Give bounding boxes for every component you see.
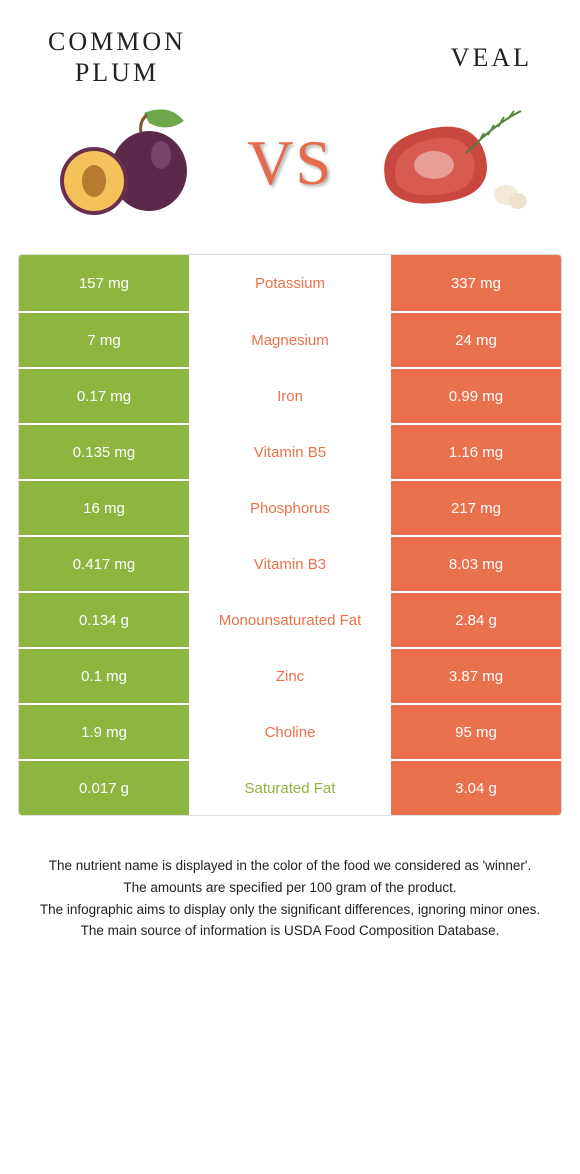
table-row: 1.9 mgCholine95 mg xyxy=(19,703,561,759)
table-row: 16 mgPhosphorus217 mg xyxy=(19,479,561,535)
right-value: 217 mg xyxy=(391,481,561,535)
images-row: VS xyxy=(18,88,562,254)
left-value: 1.9 mg xyxy=(19,705,189,759)
left-value: 0.417 mg xyxy=(19,537,189,591)
right-value: 3.04 g xyxy=(391,761,561,815)
nutrient-label: Phosphorus xyxy=(189,481,391,535)
infographic: COMMON PLUM VEAL VS xyxy=(0,0,580,971)
footnote-line: The amounts are specified per 100 gram o… xyxy=(36,878,544,898)
right-value: 95 mg xyxy=(391,705,561,759)
table-row: 0.017 gSaturated Fat3.04 g xyxy=(19,759,561,815)
left-value: 0.134 g xyxy=(19,593,189,647)
nutrient-label: Zinc xyxy=(189,649,391,703)
left-value: 0.017 g xyxy=(19,761,189,815)
footnotes: The nutrient name is displayed in the co… xyxy=(18,816,562,940)
right-value: 0.99 mg xyxy=(391,369,561,423)
nutrient-label: Iron xyxy=(189,369,391,423)
nutrient-label: Potassium xyxy=(189,255,391,311)
nutrient-label: Monounsaturated Fat xyxy=(189,593,391,647)
table-row: 0.417 mgVitamin B38.03 mg xyxy=(19,535,561,591)
nutrient-label: Vitamin B3 xyxy=(189,537,391,591)
nutrient-label: Vitamin B5 xyxy=(189,425,391,479)
footnote-line: The infographic aims to display only the… xyxy=(36,900,544,920)
table-row: 0.135 mgVitamin B51.16 mg xyxy=(19,423,561,479)
vs-label: VS xyxy=(247,126,333,200)
left-value: 7 mg xyxy=(19,313,189,367)
right-value: 2.84 g xyxy=(391,593,561,647)
header: COMMON PLUM VEAL xyxy=(18,18,562,88)
table-row: 0.134 gMonounsaturated Fat2.84 g xyxy=(19,591,561,647)
right-value: 337 mg xyxy=(391,255,561,311)
nutrient-label: Saturated Fat xyxy=(189,761,391,815)
left-value: 0.135 mg xyxy=(19,425,189,479)
footnote-line: The main source of information is USDA F… xyxy=(36,921,544,941)
veal-icon xyxy=(366,98,536,228)
table-row: 157 mgPotassium337 mg xyxy=(19,255,561,311)
nutrient-table: 157 mgPotassium337 mg7 mgMagnesium24 mg0… xyxy=(18,254,562,816)
table-row: 0.17 mgIron0.99 mg xyxy=(19,367,561,423)
right-value: 8.03 mg xyxy=(391,537,561,591)
right-value: 24 mg xyxy=(391,313,561,367)
table-row: 0.1 mgZinc3.87 mg xyxy=(19,647,561,703)
food-left-title: COMMON PLUM xyxy=(48,26,186,88)
left-value: 16 mg xyxy=(19,481,189,535)
left-value: 157 mg xyxy=(19,255,189,311)
plum-icon xyxy=(44,98,214,228)
nutrient-label: Magnesium xyxy=(189,313,391,367)
nutrient-label: Choline xyxy=(189,705,391,759)
left-value: 0.1 mg xyxy=(19,649,189,703)
right-value: 3.87 mg xyxy=(391,649,561,703)
table-row: 7 mgMagnesium24 mg xyxy=(19,311,561,367)
left-value: 0.17 mg xyxy=(19,369,189,423)
right-value: 1.16 mg xyxy=(391,425,561,479)
footnote-line: The nutrient name is displayed in the co… xyxy=(36,856,544,876)
food-right-title: VEAL xyxy=(451,42,532,73)
